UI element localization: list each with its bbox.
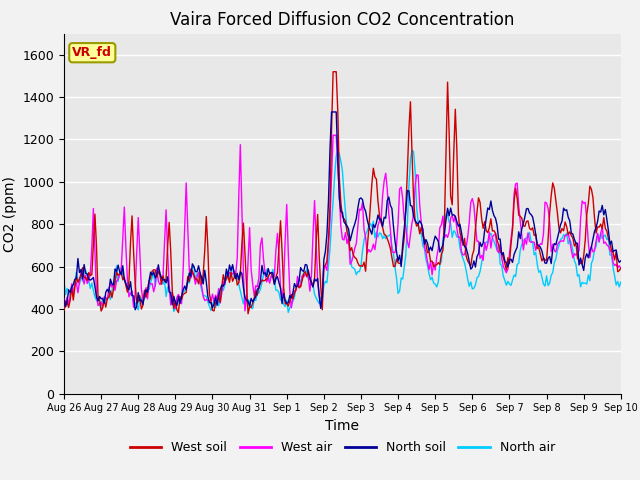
- Legend: West soil, West air, North soil, North air: West soil, West air, North soil, North a…: [125, 436, 560, 459]
- Y-axis label: CO2 (ppm): CO2 (ppm): [3, 176, 17, 252]
- Text: VR_fd: VR_fd: [72, 46, 112, 59]
- X-axis label: Time: Time: [325, 419, 360, 433]
- Title: Vaira Forced Diffusion CO2 Concentration: Vaira Forced Diffusion CO2 Concentration: [170, 11, 515, 29]
